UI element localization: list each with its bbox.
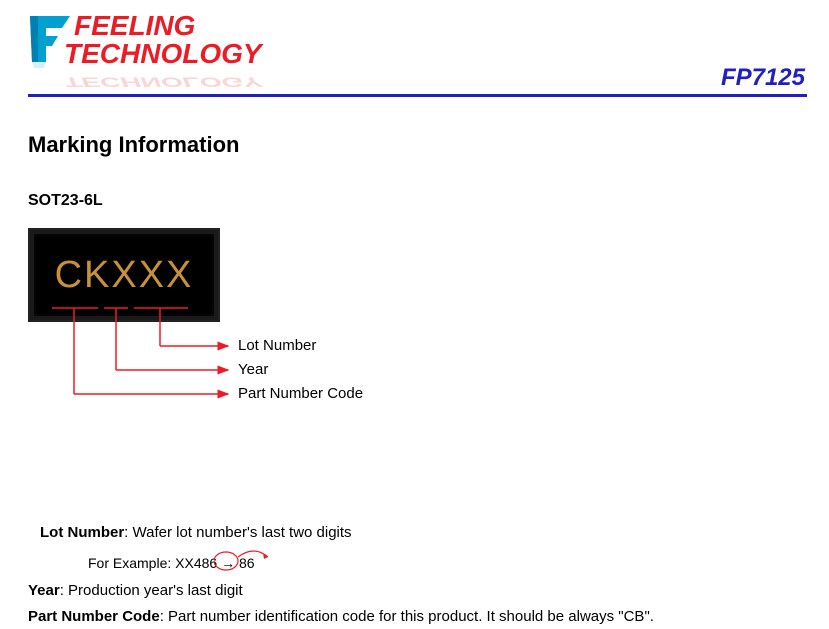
def-year: Year: Production year's last digit — [28, 580, 807, 603]
header: FEELING TECHNOLOGY TECHNOLOGY FP7125 — [0, 0, 829, 108]
def-pnc-text: : Part number identification code for th… — [160, 608, 654, 625]
definitions: Lot Number: Wafer lot number's last two … — [40, 522, 807, 629]
header-rule — [28, 94, 807, 97]
def-lot-number-text: : Wafer lot number's last two digits — [124, 524, 351, 541]
callout-lines — [28, 228, 388, 448]
def-pnc-label: Part Number Code — [28, 608, 160, 625]
callout-lot-number: Lot Number — [238, 337, 316, 354]
part-number: FP7125 — [721, 64, 805, 92]
logo-reflection: TECHNOLOGY — [64, 74, 262, 90]
logo-text-line2: TECHNOLOGY — [64, 38, 262, 70]
def-year-text: : Production year's last digit — [60, 582, 243, 599]
example-circle-arrow — [214, 547, 284, 571]
example-prefix: For Example: XX4 — [88, 555, 202, 571]
callout-part-number-code: Part Number Code — [238, 385, 363, 402]
def-lot-number-label: Lot Number — [40, 524, 124, 541]
def-example: For Example: XX486 → 86 — [88, 553, 807, 574]
package-label: SOT23-6L — [28, 192, 807, 210]
def-lot-number: Lot Number: Wafer lot number's last two … — [40, 522, 807, 545]
content: Marking Information SOT23-6L CKXXX — [28, 132, 807, 629]
def-pnc: Part Number Code: Part number identifica… — [28, 606, 807, 629]
section-title: Marking Information — [28, 132, 807, 158]
def-year-label: Year — [28, 582, 60, 599]
callout-year: Year — [238, 361, 268, 378]
